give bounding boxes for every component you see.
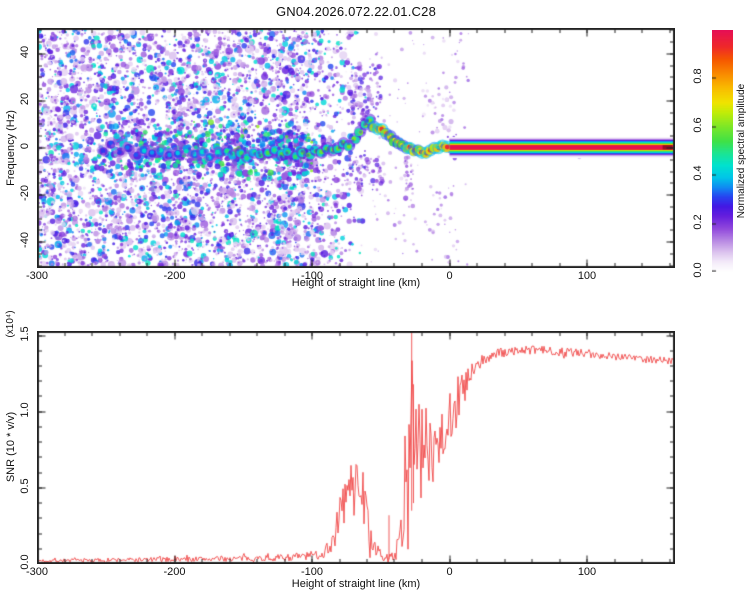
x-tick-label: -100 [300, 566, 324, 578]
y-tick-label: 40 [19, 45, 31, 58]
x-tick-label: -300 [25, 270, 49, 282]
x-tick-label: -100 [300, 270, 324, 282]
snr-y-scale-note: (x10⁴) [4, 310, 16, 338]
x-tick-label: 100 [577, 566, 597, 578]
y-tick-label: 20 [19, 92, 31, 106]
y-tick-label: 1.0 [19, 402, 31, 418]
x-tick-label: -300 [25, 566, 49, 578]
colorbar-tick-label: 0.8 [692, 68, 704, 85]
snr-y-axis-label: SNR (10 * v/v) [5, 411, 17, 483]
y-tick-label: 1.5 [19, 325, 31, 342]
colorbar-tick-label: 0.6 [692, 117, 704, 133]
y-tick-label: -20 [19, 185, 31, 201]
colorbar-tick-label: 0.0 [692, 262, 704, 278]
x-tick-label: 0 [446, 270, 453, 282]
y-tick-label: -40 [19, 232, 31, 249]
spectrogram-x-axis-label: Height of straight line (km) [291, 277, 421, 289]
colorbar-tick-label: 0.2 [692, 213, 704, 230]
colorbar-tick-label: 0.4 [692, 165, 704, 181]
x-tick-label: 100 [577, 270, 597, 282]
colorbar-label: Normalized spectral amplitude [735, 83, 747, 219]
spectrogram-plot [37, 28, 675, 268]
x-tick-label: 0 [446, 566, 453, 578]
y-tick-label: 0 [19, 142, 31, 150]
y-tick-label: 0.0 [19, 554, 31, 570]
snr-x-axis-label: Height of straight line (km) [291, 578, 421, 590]
snr-plot [37, 331, 675, 564]
x-tick-label: -200 [163, 566, 186, 578]
page-title: GN04.2026.072.22.01.C28 [276, 4, 436, 19]
spectrogram-y-axis-label: Frequency (Hz) [5, 110, 17, 186]
x-tick-label: -200 [163, 270, 186, 282]
y-tick-label: 0.5 [19, 478, 31, 494]
colorbar [712, 30, 733, 272]
